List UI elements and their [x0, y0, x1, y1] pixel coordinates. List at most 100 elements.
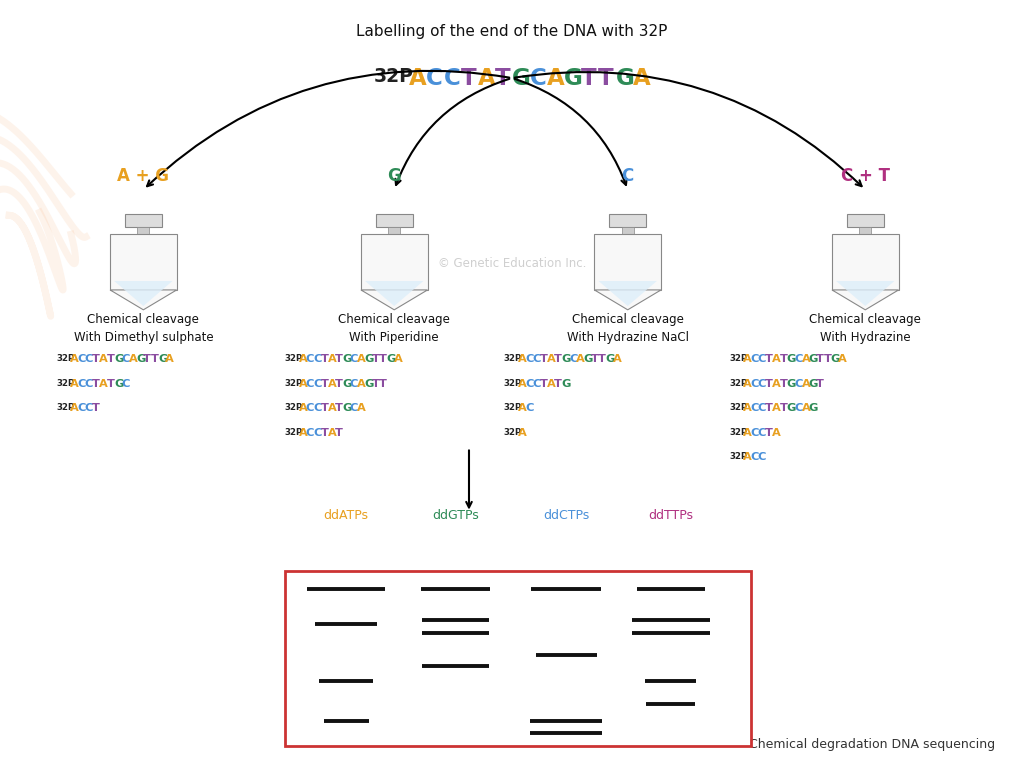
Text: G: G — [786, 354, 797, 364]
Text: T: T — [591, 354, 599, 364]
Text: G: G — [809, 379, 818, 389]
Text: T: T — [321, 428, 329, 438]
Text: G: G — [114, 354, 124, 364]
Text: C: C — [78, 379, 86, 389]
Text: A: A — [802, 403, 810, 413]
Text: T: T — [335, 403, 343, 413]
Text: A: A — [165, 354, 174, 364]
Text: C: C — [313, 403, 322, 413]
Text: A: A — [612, 354, 622, 364]
Text: C: C — [306, 428, 314, 438]
Text: ddATPs: ddATPs — [324, 509, 369, 522]
Polygon shape — [111, 290, 177, 310]
Text: 32P: 32P — [729, 428, 748, 437]
Text: A: A — [517, 428, 526, 438]
Text: G: G — [809, 403, 818, 413]
Text: T: T — [779, 403, 787, 413]
Text: Chemical cleavage
With Dimethyl sulphate: Chemical cleavage With Dimethyl sulphate — [74, 313, 213, 344]
Text: Chemical cleavage
With Piperidine: Chemical cleavage With Piperidine — [338, 313, 451, 344]
Text: A: A — [802, 379, 810, 389]
Text: G: G — [561, 379, 571, 389]
Text: 32P: 32P — [504, 379, 522, 388]
Text: C: C — [78, 403, 86, 413]
Text: T: T — [372, 379, 380, 389]
Text: T: T — [823, 354, 831, 364]
Text: T: T — [106, 379, 115, 389]
Text: T: T — [321, 403, 329, 413]
Text: T: T — [379, 379, 387, 389]
Bar — [111, 234, 177, 290]
Text: A: A — [772, 428, 781, 438]
Text: Chemical cleavage
With Hydrazine NaCl: Chemical cleavage With Hydrazine NaCl — [566, 313, 689, 344]
Text: 32P: 32P — [729, 379, 748, 388]
Bar — [847, 214, 884, 227]
Text: T: T — [321, 379, 329, 389]
Text: T: T — [372, 354, 380, 364]
Text: T: T — [816, 354, 824, 364]
Text: C: C — [751, 428, 759, 438]
Text: G: G — [365, 354, 374, 364]
Text: G: G — [605, 354, 614, 364]
Text: A: A — [802, 354, 810, 364]
Text: C: C — [443, 67, 460, 90]
Text: A: A — [478, 67, 496, 90]
Text: A: A — [328, 379, 337, 389]
Polygon shape — [594, 290, 662, 310]
Text: G: G — [114, 379, 124, 389]
Text: C: C — [622, 167, 634, 185]
Text: A: A — [633, 67, 650, 90]
Text: T: T — [816, 379, 824, 389]
Text: 32P: 32P — [56, 403, 75, 412]
Text: T: T — [321, 354, 329, 364]
Text: A: A — [517, 379, 526, 389]
Polygon shape — [361, 290, 428, 310]
Text: A: A — [772, 403, 781, 413]
Text: © Genetic Education Inc.: © Genetic Education Inc. — [438, 258, 586, 270]
Text: C: C — [350, 354, 358, 364]
Text: C: C — [758, 403, 766, 413]
Text: G: G — [342, 403, 352, 413]
Text: T: T — [554, 354, 562, 364]
Text: A: A — [547, 354, 556, 364]
Text: Labelling of the end of the DNA with 32P: Labelling of the end of the DNA with 32P — [356, 24, 668, 40]
Text: T: T — [779, 379, 787, 389]
Text: C: C — [525, 403, 534, 413]
Text: A: A — [409, 67, 427, 90]
Bar — [831, 234, 899, 290]
Text: T: T — [335, 354, 343, 364]
Text: 32P: 32P — [504, 403, 522, 412]
Text: 32P: 32P — [285, 403, 303, 412]
Text: C: C — [525, 379, 534, 389]
Text: Chemical degradation DNA sequencing: Chemical degradation DNA sequencing — [750, 738, 995, 751]
Text: A: A — [328, 403, 337, 413]
Text: G: G — [342, 354, 352, 364]
Text: ddGTPs: ddGTPs — [432, 509, 479, 522]
Bar — [609, 214, 646, 227]
Polygon shape — [598, 281, 657, 306]
Text: C: C — [529, 67, 546, 90]
Text: C: C — [85, 403, 93, 413]
Text: C: C — [525, 354, 534, 364]
Text: C: C — [313, 428, 322, 438]
Text: A: A — [577, 354, 585, 364]
Text: A: A — [70, 354, 79, 364]
Text: G: G — [386, 354, 395, 364]
Text: C: C — [795, 403, 803, 413]
Text: T: T — [151, 354, 159, 364]
Text: T: T — [461, 67, 476, 90]
Text: A: A — [742, 452, 752, 462]
Text: A: A — [772, 354, 781, 364]
Bar — [376, 214, 413, 227]
Text: T: T — [335, 379, 343, 389]
Text: 32P: 32P — [285, 379, 303, 388]
Text: G: G — [830, 354, 840, 364]
Text: A: A — [393, 354, 402, 364]
Polygon shape — [836, 281, 895, 306]
Text: G: G — [342, 379, 352, 389]
Text: C: C — [85, 354, 93, 364]
Text: T: T — [765, 403, 773, 413]
Text: 32P: 32P — [56, 379, 75, 388]
Text: T: T — [540, 379, 548, 389]
Text: C: C — [758, 379, 766, 389]
Text: T: T — [765, 379, 773, 389]
